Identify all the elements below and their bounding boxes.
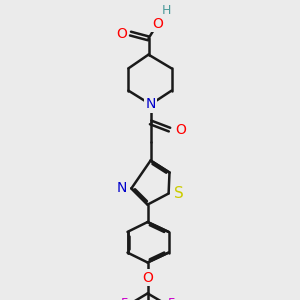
Text: N: N: [146, 98, 156, 111]
Text: O: O: [176, 123, 186, 136]
Text: H: H: [162, 4, 171, 17]
Text: N: N: [116, 182, 127, 195]
Text: F: F: [120, 297, 128, 300]
Text: O: O: [152, 17, 163, 31]
Text: O: O: [116, 27, 127, 40]
Text: F: F: [168, 297, 175, 300]
Text: O: O: [142, 271, 153, 284]
Text: S: S: [174, 186, 184, 201]
